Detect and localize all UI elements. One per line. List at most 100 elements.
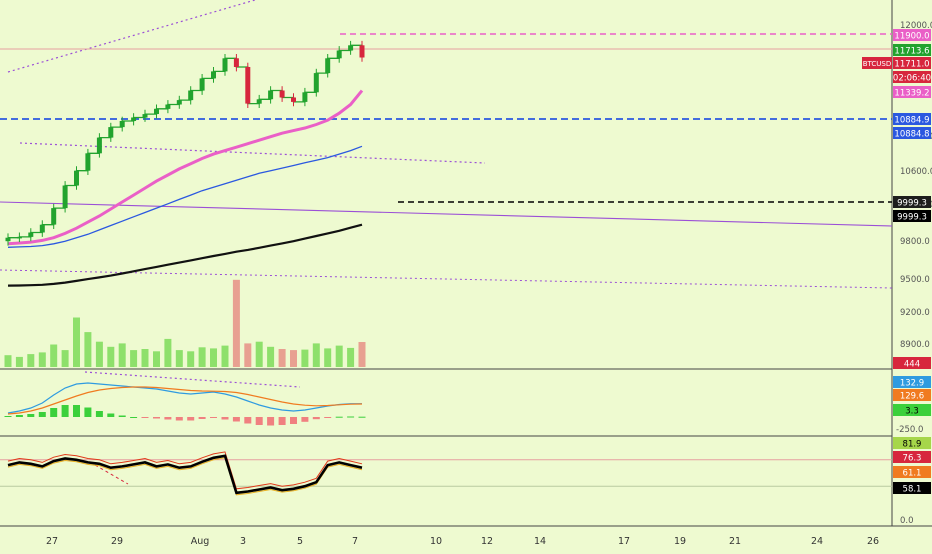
- price-axis-tick-label: 9800.0: [900, 237, 930, 247]
- macd-histogram-bar: [312, 417, 320, 420]
- volume-bar: [255, 341, 263, 367]
- macd-histogram-bar: [255, 417, 263, 425]
- candle-body: [199, 78, 205, 91]
- macd-histogram-bar: [27, 414, 35, 417]
- price-badge: 9999.3: [897, 213, 927, 223]
- x-axis-tick-label: 29: [111, 536, 123, 547]
- candle-body: [62, 185, 68, 209]
- price-badge-bg: [893, 113, 931, 125]
- candle-body: [268, 90, 274, 100]
- x-axis-tick-label: 19: [674, 536, 686, 547]
- macd-histogram-bar: [164, 417, 172, 420]
- volume-bar: [27, 354, 35, 367]
- candle-body: [279, 90, 285, 98]
- price-badge: 11339.2: [894, 89, 929, 99]
- price-badge-bg: [893, 71, 931, 83]
- price-badge-bg: [893, 196, 931, 208]
- macd-histogram-bar: [324, 417, 332, 418]
- price-badge: 02:06:40: [893, 74, 931, 84]
- rsi-badge: 61.1: [903, 469, 922, 479]
- rsi-badge-bg: [893, 437, 931, 449]
- volume-bar: [210, 348, 217, 367]
- volume-bar: [107, 346, 115, 368]
- macd-badge: 3.3: [905, 407, 919, 417]
- price-badge-bg: [893, 29, 931, 41]
- price-badge: 9999.3: [897, 199, 927, 209]
- x-axis-tick-label: 14: [534, 536, 546, 547]
- volume-bar: [267, 346, 275, 368]
- volume-bar: [358, 342, 366, 367]
- candle-body: [211, 71, 216, 79]
- price-axis-tick-label: 12000.0: [900, 21, 932, 31]
- candle-body: [233, 58, 239, 67]
- macd-histogram-bar: [232, 417, 240, 422]
- candle-body: [85, 153, 91, 171]
- volume-bar: [118, 343, 126, 367]
- volume-bar: [290, 350, 297, 367]
- price-axis-tick-label: 10600.0: [900, 167, 932, 177]
- macd-histogram-bar: [130, 417, 138, 418]
- candle-body: [96, 137, 102, 154]
- price-badge: 10884.8: [894, 130, 929, 140]
- x-axis-tick-label: 24: [811, 536, 823, 547]
- ma-blue-line: [7, 145, 363, 248]
- volume-bar: [335, 345, 343, 367]
- x-axis-tick-label: 3: [240, 536, 246, 547]
- candle-body: [222, 58, 228, 72]
- ma-pink-line: [7, 89, 364, 246]
- lower-trendline: [0, 269, 893, 289]
- macd-histogram-bar: [4, 416, 12, 417]
- volume-bar: [50, 344, 58, 367]
- candle-body: [142, 114, 148, 118]
- volume-bar: [130, 350, 138, 367]
- x-axis-tick-label: 5: [297, 536, 303, 547]
- volume-bar: [95, 341, 103, 367]
- macd-badge: 132.9: [900, 379, 924, 389]
- rsi-fast-line: [7, 451, 363, 490]
- candle-body: [245, 67, 251, 104]
- macd-histogram-bar: [301, 417, 309, 422]
- volume-bar: [141, 349, 149, 367]
- ma-black-line: [7, 223, 363, 287]
- volume-bar: [312, 343, 320, 367]
- candle-body: [74, 170, 79, 186]
- macd-histogram-bar: [61, 405, 69, 417]
- macd-histogram-bar: [141, 417, 149, 418]
- candle-body: [5, 237, 11, 242]
- candle-body: [313, 73, 319, 93]
- volume-bar: [347, 347, 355, 367]
- candle-body: [154, 108, 159, 114]
- macd-slow-line: [7, 386, 363, 415]
- candle-body: [108, 127, 114, 138]
- rsi-main-line: [7, 454, 363, 495]
- rsi-badge: 76.3: [903, 454, 922, 464]
- long-trendline: [0, 201, 893, 227]
- static-layer: [0, 0, 932, 527]
- volume-bar: [301, 349, 309, 367]
- volume-badge: 444: [904, 360, 920, 370]
- macd-axis-tick-label: -250.0: [896, 425, 923, 435]
- candle-body: [359, 45, 365, 58]
- rsi-badge: 81.9: [903, 440, 922, 450]
- price-badge-bg: [893, 57, 931, 69]
- volume-bar: [164, 338, 172, 367]
- macd-histogram-bar: [198, 417, 206, 419]
- macd-histogram-bar: [210, 417, 217, 418]
- volume-bar: [61, 350, 69, 367]
- candle-body: [348, 45, 354, 51]
- volume-bar: [232, 279, 240, 367]
- price-badge-bg: [893, 210, 931, 222]
- candle-body: [28, 232, 34, 237]
- volume-bar: [244, 343, 252, 367]
- macd-histogram-bar: [84, 407, 92, 417]
- volume-bar: [153, 351, 160, 367]
- macd-histogram-bar: [187, 417, 195, 421]
- axes-layer: 2729Aug357101214171921242612000.011000.0…: [46, 21, 932, 547]
- rsi-badge: 58.1: [903, 485, 922, 495]
- candle-body: [176, 100, 182, 105]
- price-axis-tick-label: 8900.0: [900, 340, 930, 350]
- x-axis-tick-label: 21: [729, 536, 741, 547]
